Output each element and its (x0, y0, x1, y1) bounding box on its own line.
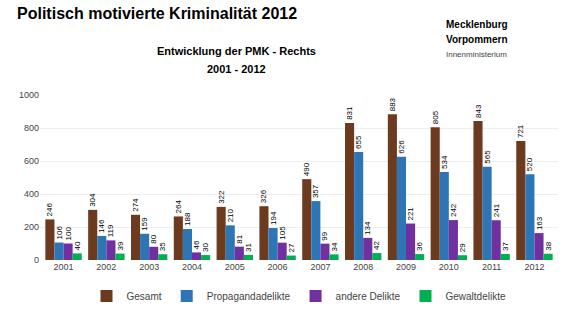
svg-text:534: 534 (440, 155, 449, 169)
svg-text:2012: 2012 (524, 262, 544, 272)
svg-text:146: 146 (97, 219, 106, 233)
svg-text:163: 163 (535, 216, 544, 230)
svg-text:2001 - 2012: 2001 - 2012 (207, 63, 266, 75)
svg-text:99: 99 (320, 231, 329, 240)
svg-text:194: 194 (269, 211, 278, 225)
svg-text:29: 29 (458, 243, 467, 252)
svg-text:2007: 2007 (310, 262, 330, 272)
svg-text:2005: 2005 (225, 262, 245, 272)
svg-text:159: 159 (140, 217, 149, 231)
svg-text:843: 843 (474, 104, 483, 118)
svg-text:27: 27 (287, 243, 296, 252)
svg-text:31: 31 (244, 242, 253, 251)
svg-text:2002: 2002 (96, 262, 116, 272)
svg-text:600: 600 (24, 156, 39, 166)
svg-text:264: 264 (174, 200, 183, 214)
svg-text:210: 210 (226, 208, 235, 222)
svg-text:119: 119 (106, 224, 115, 237)
svg-text:400: 400 (24, 189, 39, 199)
svg-text:Propagandadelikte: Propagandadelikte (207, 291, 291, 302)
svg-text:37: 37 (501, 241, 510, 250)
svg-text:2011: 2011 (482, 262, 501, 272)
svg-text:655: 655 (354, 135, 363, 149)
svg-text:1000: 1000 (19, 90, 39, 100)
svg-text:626: 626 (397, 140, 406, 154)
svg-text:800: 800 (24, 123, 39, 133)
svg-text:40: 40 (73, 241, 82, 250)
svg-text:46: 46 (192, 240, 201, 249)
svg-text:andere Delikte: andere Delikte (336, 291, 401, 302)
svg-text:0: 0 (34, 255, 39, 265)
svg-text:39: 39 (116, 241, 125, 250)
svg-text:42: 42 (372, 241, 381, 250)
svg-text:Innenministerium: Innenministerium (446, 50, 507, 59)
svg-text:Gesamt: Gesamt (127, 291, 162, 302)
svg-text:34: 34 (330, 242, 339, 251)
svg-text:2009: 2009 (396, 262, 416, 272)
svg-text:188: 188 (183, 212, 192, 226)
svg-text:2004: 2004 (182, 262, 202, 272)
svg-text:80: 80 (149, 234, 158, 243)
svg-text:304: 304 (88, 193, 97, 207)
svg-text:326: 326 (259, 189, 268, 203)
svg-text:490: 490 (302, 162, 311, 176)
svg-text:Vorpommern: Vorpommern (446, 34, 508, 45)
svg-text:883: 883 (388, 97, 397, 111)
svg-text:106: 106 (55, 226, 64, 240)
svg-text:200: 200 (24, 222, 39, 232)
svg-text:2001: 2001 (54, 262, 74, 272)
svg-text:721: 721 (516, 124, 525, 138)
svg-text:Politisch motivierte Kriminali: Politisch motivierte Kriminalität 2012 (17, 5, 297, 22)
svg-text:274: 274 (131, 198, 140, 212)
svg-text:357: 357 (311, 184, 320, 198)
svg-text:831: 831 (345, 106, 354, 120)
svg-text:Mecklenburg: Mecklenburg (446, 19, 508, 30)
svg-text:246: 246 (45, 203, 54, 217)
svg-text:2010: 2010 (439, 262, 459, 272)
svg-text:322: 322 (217, 190, 226, 204)
svg-text:241: 241 (492, 203, 501, 217)
svg-text:30: 30 (201, 243, 210, 252)
svg-text:38: 38 (544, 241, 553, 250)
svg-text:221: 221 (406, 207, 415, 221)
svg-text:805: 805 (431, 110, 440, 124)
svg-text:565: 565 (483, 150, 492, 164)
svg-text:2006: 2006 (268, 262, 288, 272)
svg-text:242: 242 (449, 203, 458, 217)
svg-text:81: 81 (235, 234, 244, 243)
svg-text:35: 35 (158, 242, 167, 251)
svg-text:520: 520 (525, 157, 534, 171)
svg-text:36: 36 (415, 242, 424, 251)
svg-text:134: 134 (363, 221, 372, 235)
svg-text:105: 105 (278, 226, 287, 240)
svg-text:100: 100 (64, 227, 73, 241)
svg-text:2003: 2003 (139, 262, 159, 272)
svg-text:Gewaltdelikte: Gewaltdelikte (445, 291, 505, 302)
svg-text:2008: 2008 (353, 262, 373, 272)
svg-text:Entwicklung der PMK - Rechts: Entwicklung der PMK - Rechts (157, 45, 316, 57)
